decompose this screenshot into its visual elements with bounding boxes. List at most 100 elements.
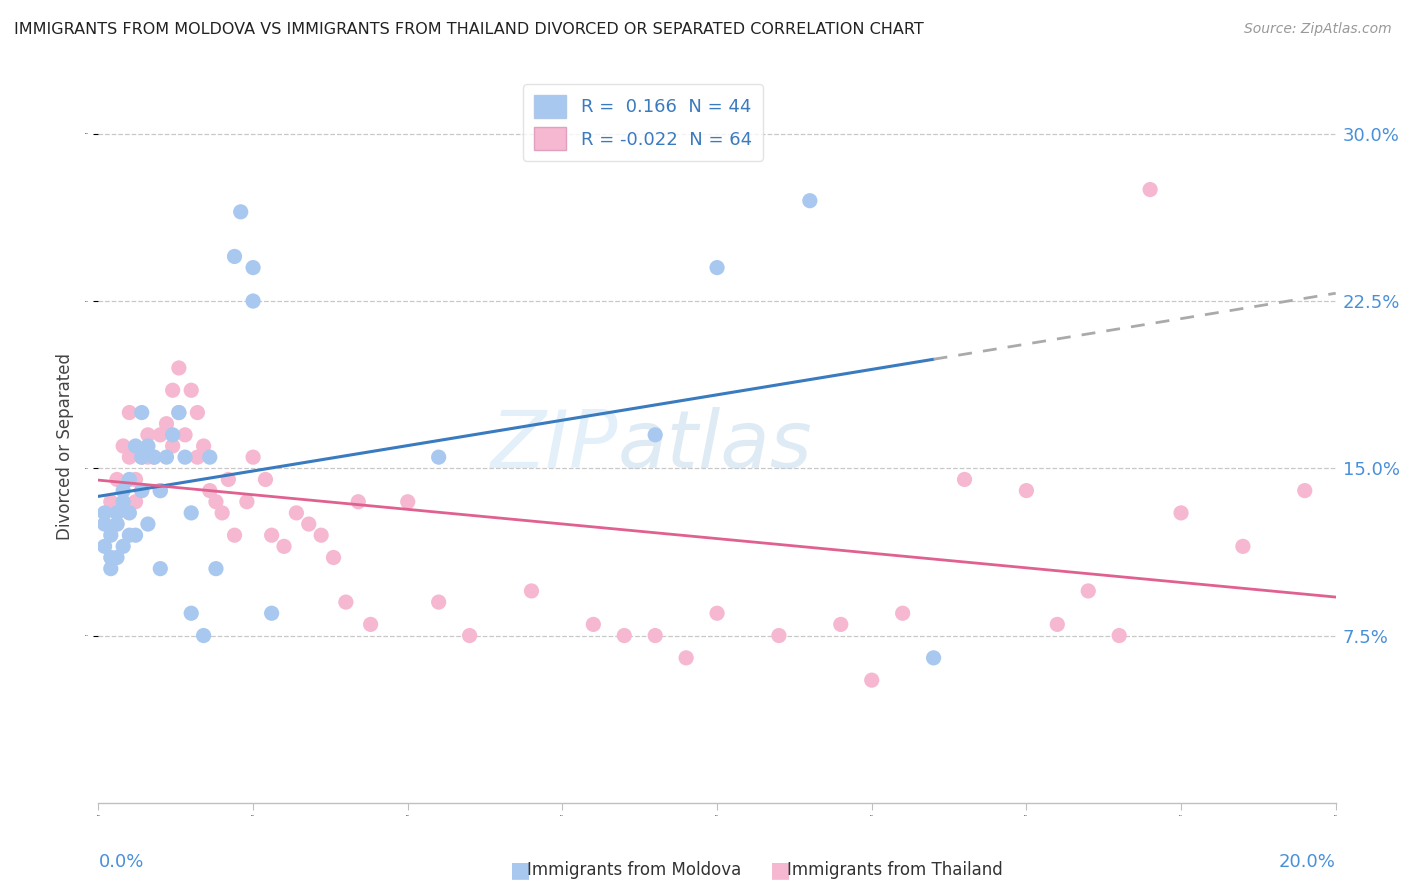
Point <box>100 528 122 542</box>
Point <box>112 439 135 453</box>
Point <box>180 506 202 520</box>
Text: Immigrants from Thailand: Immigrants from Thailand <box>787 861 1002 879</box>
Point <box>198 483 221 498</box>
Point <box>162 384 184 398</box>
Point <box>149 562 172 576</box>
Point <box>644 427 666 442</box>
Point <box>124 473 146 487</box>
Point <box>124 494 146 508</box>
Point <box>242 260 264 275</box>
Point <box>112 494 135 508</box>
Point <box>458 628 481 642</box>
Point <box>136 517 159 532</box>
Point <box>136 450 159 465</box>
Point <box>347 494 370 508</box>
Point <box>198 450 221 465</box>
Point <box>193 628 215 642</box>
Point <box>118 450 141 465</box>
Point <box>254 473 277 487</box>
Point <box>396 494 419 508</box>
Text: Source: ZipAtlas.com: Source: ZipAtlas.com <box>1244 22 1392 37</box>
Text: IMMIGRANTS FROM MOLDOVA VS IMMIGRANTS FROM THAILAND DIVORCED OR SEPARATED CORREL: IMMIGRANTS FROM MOLDOVA VS IMMIGRANTS FR… <box>14 22 924 37</box>
Point <box>706 607 728 621</box>
Point <box>149 427 172 442</box>
Point <box>582 617 605 632</box>
Point <box>1232 539 1254 553</box>
Text: 0.0%: 0.0% <box>98 853 143 871</box>
Point <box>112 539 135 553</box>
Text: ZIP: ZIP <box>491 407 619 485</box>
Point <box>112 483 135 498</box>
Point <box>124 528 146 542</box>
Point <box>309 528 332 542</box>
Point <box>100 494 122 508</box>
Point <box>105 517 128 532</box>
Point <box>768 628 790 642</box>
Point <box>93 506 115 520</box>
Legend: R =  0.166  N = 44, R = -0.022  N = 64: R = 0.166 N = 44, R = -0.022 N = 64 <box>523 84 762 161</box>
Point <box>360 617 382 632</box>
Point <box>149 483 172 498</box>
Point <box>205 562 228 576</box>
Point <box>100 550 122 565</box>
Point <box>242 450 264 465</box>
Text: ■: ■ <box>510 860 530 880</box>
Point <box>335 595 357 609</box>
Point <box>131 483 153 498</box>
Point <box>922 651 945 665</box>
Point <box>136 439 159 453</box>
Point <box>118 528 141 542</box>
Point <box>830 617 852 632</box>
Point <box>1294 483 1316 498</box>
Point <box>520 583 543 598</box>
Point <box>167 405 190 420</box>
Point <box>143 450 166 465</box>
Point <box>273 539 295 553</box>
Point <box>1108 628 1130 642</box>
Point <box>953 473 976 487</box>
Point <box>1139 182 1161 196</box>
Text: Immigrants from Moldova: Immigrants from Moldova <box>527 861 741 879</box>
Point <box>891 607 914 621</box>
Point <box>105 517 128 532</box>
Point <box>136 427 159 442</box>
Point <box>217 473 239 487</box>
Point <box>260 528 283 542</box>
Point <box>322 550 344 565</box>
Point <box>155 417 177 431</box>
Point <box>242 293 264 308</box>
Point <box>427 450 450 465</box>
Point <box>613 628 636 642</box>
Point <box>93 517 115 532</box>
Point <box>105 506 128 520</box>
Point <box>1015 483 1038 498</box>
Point <box>285 506 308 520</box>
Point <box>205 494 228 508</box>
Point <box>100 562 122 576</box>
Point <box>180 384 202 398</box>
Point <box>143 450 166 465</box>
Point <box>224 528 246 542</box>
Point <box>149 483 172 498</box>
Point <box>186 450 208 465</box>
Point <box>644 628 666 642</box>
Text: 20.0%: 20.0% <box>1279 853 1336 871</box>
Point <box>427 595 450 609</box>
Point <box>1046 617 1069 632</box>
Point <box>131 405 153 420</box>
Point <box>118 506 141 520</box>
Point <box>174 450 197 465</box>
Point <box>105 473 128 487</box>
Point <box>675 651 697 665</box>
Point <box>118 473 141 487</box>
Point <box>131 450 153 465</box>
Point <box>799 194 821 208</box>
Point <box>131 450 153 465</box>
Point <box>105 550 128 565</box>
Point <box>224 249 246 264</box>
Point <box>236 494 259 508</box>
Point <box>93 539 115 553</box>
Point <box>860 673 883 687</box>
Point <box>260 607 283 621</box>
Point <box>298 517 321 532</box>
